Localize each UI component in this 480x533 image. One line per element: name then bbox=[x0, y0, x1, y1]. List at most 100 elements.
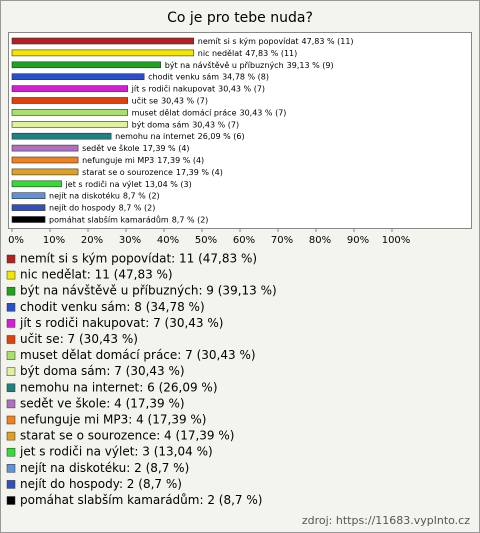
bar bbox=[11, 180, 62, 188]
bar bbox=[11, 204, 46, 211]
legend-swatch bbox=[6, 351, 16, 360]
bar-label: sedět ve škole 17,39 % (4) bbox=[82, 143, 189, 153]
legend-label: nemít si s kým popovídat: 11 (47,83 %) bbox=[20, 252, 257, 266]
value-label: 8,7 % (2) bbox=[172, 215, 209, 224]
x-tick-label: 70% bbox=[271, 235, 293, 246]
x-tick-label: 80% bbox=[309, 235, 331, 246]
x-tick-label: 10% bbox=[43, 235, 65, 246]
legend-label: být na návštěvě u příbuzných: 9 (39,13 %… bbox=[20, 284, 277, 298]
bar bbox=[11, 192, 46, 199]
category-label: nejít do hospody bbox=[49, 203, 116, 212]
category-label: nemít si s kým popovídat bbox=[198, 37, 299, 46]
bar bbox=[11, 73, 145, 80]
category-label: chodit venku sám bbox=[148, 72, 219, 81]
bar-label: jít s rodiči nakupovat 30,43 % (7) bbox=[131, 83, 265, 93]
legend-swatch bbox=[6, 383, 16, 393]
category-label: být doma sám bbox=[132, 120, 190, 129]
legend-swatch bbox=[6, 286, 16, 296]
bar-label: jet s rodiči na výlet 13,04 % (3) bbox=[65, 178, 192, 188]
bar-label: muset dělat domácí práce 30,43 % (7) bbox=[132, 108, 287, 117]
legend-label: nefunguje mi MP3: 4 (17,39 %) bbox=[20, 413, 206, 427]
bar-label: starat se o sourozence 17,39 % (4) bbox=[82, 167, 223, 176]
bar bbox=[11, 109, 128, 116]
bar bbox=[11, 132, 112, 140]
value-label: 30,43 % (7) bbox=[218, 84, 265, 93]
legend-swatch bbox=[6, 415, 16, 425]
bar-label: nejít na diskotéku 8,7 % (2) bbox=[49, 190, 160, 200]
value-label: 17,39 % (4) bbox=[176, 167, 223, 176]
legend-label: pomáhat slabším kamarádům: 2 (8,7 %) bbox=[20, 493, 262, 507]
value-label: 30,43 % (7) bbox=[161, 96, 208, 105]
legend-label: nejít do hospody: 2 (8,7 %) bbox=[20, 477, 182, 491]
legend-label: nejít na diskotéku: 2 (8,7 %) bbox=[20, 461, 189, 475]
value-label: 8,7 % (2) bbox=[123, 191, 160, 200]
category-label: učit se bbox=[132, 95, 159, 105]
legend-swatch bbox=[6, 303, 16, 312]
category-label: nefunguje mi MP3 bbox=[82, 156, 154, 165]
legend-label: nic nedělat: 11 (47,83 %) bbox=[20, 268, 173, 282]
value-label: 17,39 % (4) bbox=[143, 144, 190, 153]
bar bbox=[11, 156, 79, 164]
legend-label: nemohu na internet: 6 (26,09 %) bbox=[20, 380, 218, 394]
legend-swatch bbox=[6, 496, 16, 505]
category-label: nejít na diskotéku bbox=[49, 190, 120, 200]
bar-label: nemohu na internet 26,09 % (6) bbox=[115, 132, 244, 141]
x-tick-label: 40% bbox=[157, 235, 179, 246]
x-tick-label: 20% bbox=[81, 235, 103, 246]
legend-swatch bbox=[6, 399, 16, 409]
legend-swatch bbox=[6, 447, 16, 457]
bar bbox=[11, 144, 79, 152]
bar-label: pomáhat slabším kamarádům 8,7 % (2) bbox=[49, 214, 208, 224]
legend-label: učit se: 7 (30,43 %) bbox=[20, 332, 138, 346]
value-label: 30,43 % (7) bbox=[239, 108, 286, 117]
bar bbox=[11, 216, 46, 223]
bar bbox=[11, 61, 161, 69]
category-label: pomáhat slabším kamarádům bbox=[49, 214, 169, 224]
legend-swatch bbox=[6, 480, 16, 489]
bar-label: nefunguje mi MP3 17,39 % (4) bbox=[82, 156, 204, 165]
legend-swatch bbox=[6, 319, 16, 328]
legend-swatch bbox=[6, 431, 16, 441]
legend-swatch bbox=[6, 254, 16, 264]
bar-label: být na návštěvě u příbuzných 39,13 % (9) bbox=[165, 59, 334, 69]
x-tick-label: 60% bbox=[233, 235, 255, 246]
x-tick-label: 0% bbox=[8, 235, 24, 246]
category-label: být na návštěvě u příbuzných bbox=[165, 59, 284, 69]
legend-label: sedět ve škole: 4 (17,39 %) bbox=[20, 396, 185, 410]
x-tick-label: 90% bbox=[347, 235, 369, 246]
bar bbox=[11, 97, 128, 104]
value-label: 39,13 % (9) bbox=[287, 60, 334, 69]
category-label: nic nedělat bbox=[198, 48, 243, 57]
value-label: 26,09 % (6) bbox=[198, 132, 245, 141]
bar-label: nemít si s kým popovídat 47,83 % (11) bbox=[198, 37, 354, 46]
bar bbox=[11, 168, 79, 176]
value-label: 17,39 % (4) bbox=[157, 156, 204, 165]
bar-label: chodit venku sám 34,78 % (8) bbox=[148, 72, 269, 81]
category-label: starat se o sourozence bbox=[82, 167, 173, 176]
legend-label: jet s rodiči na výlet: 3 (13,04 %) bbox=[19, 445, 213, 459]
source: zdroj: https://11683.vyplnto.cz bbox=[302, 514, 470, 527]
legend-swatch bbox=[6, 367, 16, 376]
legend-label: být doma sám: 7 (30,43 %) bbox=[20, 364, 185, 378]
bar-label: být doma sám 30,43 % (7) bbox=[132, 120, 240, 129]
bar bbox=[11, 121, 128, 128]
category-label: nemohu na internet bbox=[115, 132, 195, 141]
bar bbox=[11, 85, 128, 92]
x-tick-label: 30% bbox=[119, 235, 141, 246]
legend-label: muset dělat domácí práce: 7 (30,43 %) bbox=[20, 348, 256, 362]
legend-swatch bbox=[6, 335, 16, 344]
value-label: 13,04 % (3) bbox=[145, 179, 192, 188]
legend-label: starat se o sourozence: 4 (17,39 %) bbox=[20, 429, 234, 443]
value-label: 47,83 % (11) bbox=[245, 48, 297, 57]
bar-label: nic nedělat 47,83 % (11) bbox=[198, 48, 298, 57]
x-tick-label: 50% bbox=[195, 235, 217, 246]
category-label: sedět ve škole bbox=[82, 143, 140, 153]
category-label: muset dělat domácí práce bbox=[132, 108, 237, 117]
bar-label: nejít do hospody 8,7 % (2) bbox=[49, 203, 155, 212]
category-label: jít s rodiči nakupovat bbox=[131, 83, 215, 93]
bar bbox=[11, 49, 195, 57]
x-tick-label: 100% bbox=[382, 235, 411, 246]
category-label: jet s rodiči na výlet bbox=[65, 178, 142, 188]
value-label: 47,83 % (11) bbox=[302, 37, 354, 46]
